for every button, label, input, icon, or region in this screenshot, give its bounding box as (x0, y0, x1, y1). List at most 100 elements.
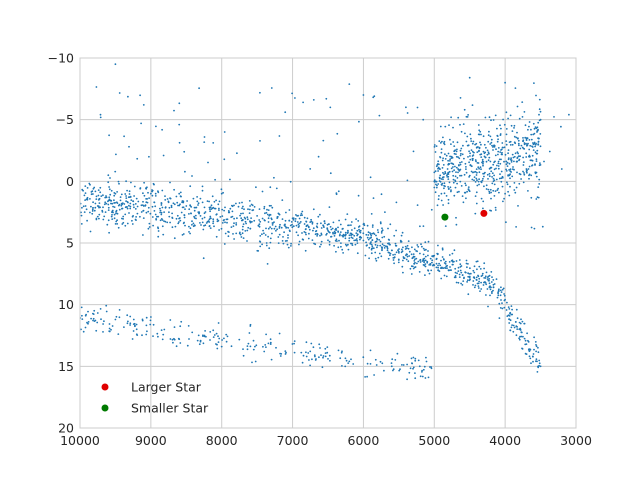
data-point (111, 209, 114, 212)
data-point (520, 144, 523, 147)
data-point (506, 161, 509, 164)
data-point (149, 323, 152, 326)
highlighted-stars (441, 209, 488, 221)
data-point (316, 226, 319, 229)
data-point (495, 178, 498, 181)
data-point (159, 209, 162, 212)
data-point (439, 156, 441, 158)
data-point (378, 114, 381, 117)
data-point (526, 144, 528, 147)
data-point (247, 226, 250, 229)
data-point (538, 183, 541, 185)
data-point (318, 343, 321, 346)
data-point (350, 236, 353, 239)
data-point (108, 186, 110, 188)
data-point (277, 242, 280, 245)
data-point (528, 125, 530, 128)
data-point (117, 226, 120, 229)
data-point (484, 151, 487, 154)
data-point (473, 176, 476, 179)
data-point (269, 241, 272, 244)
data-point (412, 255, 415, 258)
data-point (291, 226, 294, 229)
data-point (279, 223, 281, 226)
data-point (422, 264, 425, 266)
data-point (267, 221, 270, 223)
data-point (111, 202, 114, 205)
data-point (497, 147, 500, 149)
data-point (484, 116, 487, 119)
data-point (194, 206, 197, 209)
data-point (337, 230, 339, 233)
data-point (518, 337, 520, 340)
data-point (305, 341, 308, 344)
data-point (109, 177, 111, 179)
data-point (177, 204, 179, 207)
data-point (533, 348, 535, 351)
data-point (114, 223, 117, 225)
data-point (514, 87, 517, 89)
data-point (204, 330, 207, 332)
data-point (81, 206, 83, 209)
data-point (101, 211, 104, 213)
data-point (461, 195, 464, 198)
data-point (501, 185, 504, 188)
data-point (488, 156, 491, 159)
data-point (293, 351, 296, 354)
data-point (248, 208, 251, 211)
data-point (157, 235, 160, 238)
data-point (233, 204, 235, 207)
data-point (374, 251, 377, 254)
data-point (468, 176, 470, 178)
data-point (320, 222, 322, 225)
data-point (496, 127, 498, 130)
data-point (248, 332, 251, 334)
data-point (437, 163, 439, 165)
data-point (535, 175, 538, 178)
data-point (364, 376, 366, 378)
data-point (463, 173, 466, 176)
data-point (535, 94, 537, 97)
data-point (433, 186, 436, 189)
data-point (160, 211, 163, 214)
data-point (259, 140, 261, 142)
data-point (532, 149, 535, 152)
data-point (347, 224, 349, 227)
data-point (154, 205, 157, 208)
data-point (273, 227, 276, 230)
data-point (105, 196, 108, 199)
data-point (500, 177, 503, 180)
data-point (369, 243, 372, 245)
data-point (454, 271, 457, 274)
data-point (303, 231, 306, 233)
data-point (298, 240, 301, 243)
data-point (398, 252, 400, 254)
data-point (305, 225, 308, 228)
data-point (157, 191, 160, 194)
data-point (373, 374, 375, 376)
data-point (379, 360, 382, 363)
data-point (194, 214, 197, 217)
data-point (539, 162, 541, 165)
data-point (457, 164, 460, 166)
data-point (225, 218, 228, 221)
data-point (308, 232, 310, 235)
data-point (166, 198, 169, 200)
data-point (256, 249, 259, 252)
data-point (514, 152, 517, 155)
data-point (541, 225, 544, 228)
data-point (312, 99, 315, 101)
data-point (233, 217, 236, 220)
data-point (209, 215, 212, 218)
data-point (410, 273, 413, 275)
data-point (312, 227, 315, 230)
data-point (356, 234, 358, 237)
data-point (145, 211, 148, 214)
data-point (334, 239, 337, 242)
data-point (280, 226, 283, 229)
data-point (357, 220, 360, 222)
data-point (157, 227, 160, 230)
data-point (253, 219, 256, 222)
data-point (180, 320, 183, 323)
data-point (183, 221, 186, 224)
